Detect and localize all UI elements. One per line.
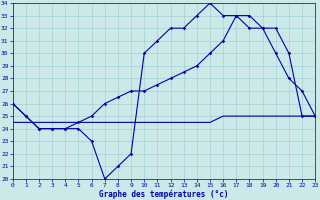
X-axis label: Graphe des températures (°c): Graphe des températures (°c)	[99, 189, 229, 199]
